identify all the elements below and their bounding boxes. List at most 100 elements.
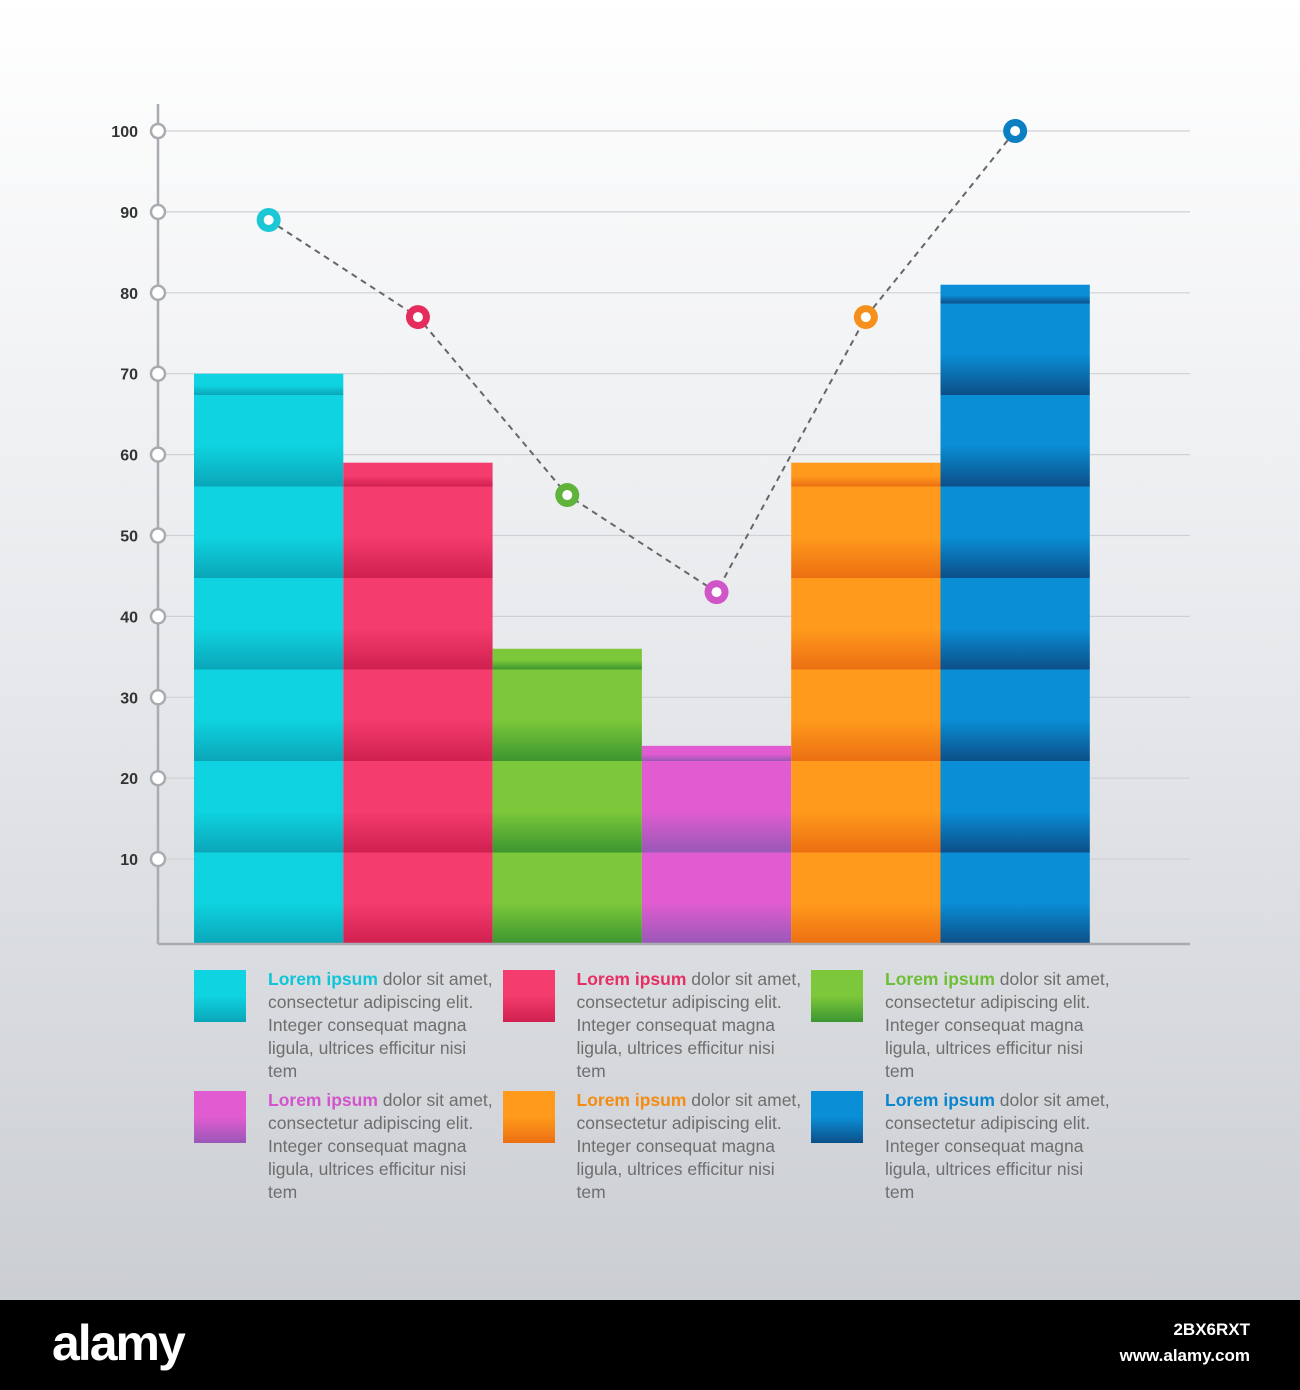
legend-body: dolor sit amet, consectetur adipiscing e… [885, 1090, 1110, 1202]
line-point-center [562, 490, 573, 501]
legend-swatch [811, 970, 863, 1022]
y-tick-marker [149, 689, 167, 706]
bar-segment [343, 578, 493, 670]
image-id: 2BX6RXT [1173, 1320, 1250, 1339]
line-point-center [860, 312, 871, 323]
bar-segment [492, 648, 642, 670]
y-tick-label: 80 [120, 286, 138, 303]
bar-segment [492, 852, 642, 944]
legend: Lorem ipsum dolor sit amet, consectetur … [194, 968, 1134, 1208]
bar-segment [194, 395, 344, 487]
bar-segment [194, 669, 344, 761]
legend-body: dolor sit amet, consectetur adipiscing e… [885, 969, 1110, 1081]
y-tick-marker [149, 850, 167, 868]
bar-segment [194, 373, 344, 395]
legend-body: dolor sit amet, consectetur adipiscing e… [576, 969, 802, 1081]
bar-segment [343, 852, 493, 944]
bar-segment [492, 669, 642, 761]
bar-segment [343, 669, 493, 761]
bar [641, 745, 792, 944]
y-tick-label: 30 [120, 690, 138, 707]
legend-swatch [502, 970, 555, 1022]
bar [940, 284, 1090, 944]
bars [194, 284, 1090, 944]
bar-segment [940, 303, 1090, 395]
y-tick-marker [149, 608, 167, 625]
y-tick-marker [149, 769, 167, 787]
y-tick-marker [149, 203, 167, 221]
legend-body: dolor sit amet, consectetur adipiscing e… [576, 1090, 802, 1202]
bar-segment [791, 578, 941, 670]
y-tick-marker [149, 446, 167, 463]
bar-segment [194, 578, 344, 670]
bar-segment [194, 852, 344, 944]
bar-segment [940, 852, 1090, 944]
bar-segment [194, 486, 344, 578]
y-tick-label: 50 [120, 529, 138, 546]
legend-heading: Lorem ipsum [576, 969, 687, 989]
legend-heading: Lorem ipsum [885, 969, 995, 989]
line-point-center [1010, 126, 1021, 136]
legend-heading: Lorem ipsum [576, 1090, 687, 1110]
site-url: www.alamy.com [1119, 1346, 1250, 1365]
axes: 10 20 30 40 50 60 70 80 90 100 [111, 104, 1190, 946]
y-tick-marker [149, 365, 167, 382]
legend-item: Lorem ipsum dolor sit amet, consectetur … [502, 968, 803, 1083]
legend-swatch [194, 970, 246, 1022]
bar-segment [940, 486, 1090, 578]
legend-text: Lorem ipsum dolor sit amet, consectetur … [577, 1089, 807, 1204]
legend-item: Lorem ipsum dolor sit amet, consectetur … [811, 1089, 1111, 1204]
line-point-center [412, 312, 423, 323]
legend-text: Lorem ipsum dolor sit amet, consectetur … [268, 1089, 498, 1204]
bar-segment [940, 578, 1090, 670]
bar-segment [641, 852, 792, 944]
bar-segment [791, 462, 941, 487]
y-tick-label: 40 [120, 609, 138, 626]
bar-segment [641, 761, 792, 853]
bar-segment [940, 669, 1090, 761]
legend-heading: Lorem ipsum [885, 1090, 995, 1110]
bar-segment [343, 486, 493, 578]
dashed-line [268, 130, 1016, 594]
bar-segment [343, 761, 493, 853]
trend-line [256, 119, 1028, 605]
legend-item: Lorem ipsum dolor sit amet, consectetur … [502, 1089, 803, 1204]
line-point-center [711, 587, 722, 598]
y-tick-marker [149, 527, 167, 544]
y-tick-label: 70 [120, 367, 138, 384]
bar-segment [940, 284, 1090, 304]
legend-item: Lorem ipsum dolor sit amet, consectetur … [194, 1089, 494, 1204]
y-tick-label: 60 [120, 448, 138, 465]
bar-segment [343, 462, 493, 487]
bar-segment [791, 669, 941, 761]
bar [791, 462, 941, 944]
legend-swatch [502, 1091, 555, 1143]
bar-segment [940, 761, 1090, 853]
bar-segment [492, 761, 642, 853]
bar [492, 648, 642, 944]
legend-body: dolor sit amet, consectetur adipiscing e… [268, 969, 493, 1081]
bar [343, 462, 493, 944]
legend-text: Lorem ipsum dolor sit amet, consectetur … [885, 968, 1115, 1083]
bar-segment [194, 761, 344, 853]
legend-item: Lorem ipsum dolor sit amet, consectetur … [194, 968, 494, 1083]
y-tick-label: 100 [111, 124, 138, 141]
y-tick-marker [149, 122, 167, 140]
bar-segment [791, 486, 941, 578]
footer-bar: alamy 2BX6RXT www.alamy.com [0, 1300, 1300, 1390]
y-tick-marker [149, 284, 167, 302]
y-tick-label: 20 [120, 771, 138, 788]
legend-text: Lorem ipsum dolor sit amet, consectetur … [577, 968, 807, 1083]
bar-segment [940, 395, 1090, 487]
legend-text: Lorem ipsum dolor sit amet, consectetur … [268, 968, 498, 1083]
bar-line-chart: 10 20 30 40 50 60 70 80 90 100 [111, 104, 1190, 946]
y-tick-label: 90 [120, 205, 138, 222]
bar-segment [791, 761, 941, 853]
legend-heading: Lorem ipsum [268, 969, 378, 989]
legend-swatch [194, 1091, 246, 1143]
legend-item: Lorem ipsum dolor sit amet, consectetur … [811, 968, 1111, 1083]
bar-segment [641, 745, 792, 761]
legend-body: dolor sit amet, consectetur adipiscing e… [268, 1090, 493, 1202]
brand-logo: alamy [52, 1315, 186, 1371]
